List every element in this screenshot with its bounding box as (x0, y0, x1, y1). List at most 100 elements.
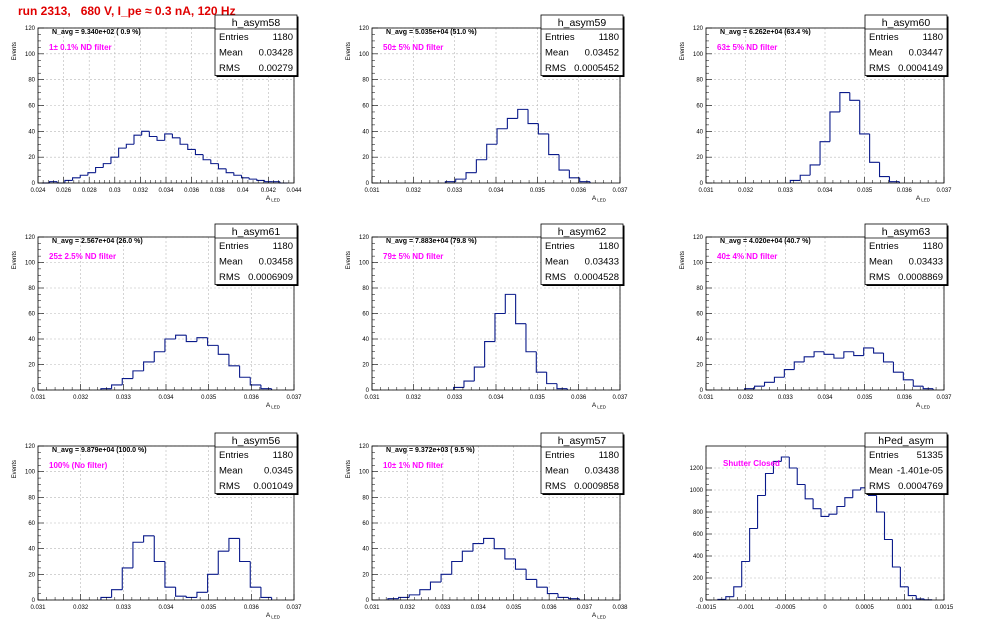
histogram-bin (891, 539, 901, 568)
histogram-bin (95, 166, 104, 173)
stats-value: 1180 (923, 241, 943, 252)
x-axis-label-subscript: LED (921, 198, 931, 203)
histogram-panel-h_asym56: 0.031 0.032 0.033 0.034 0.035 0.036 0.037 0 20 40… (12, 432, 302, 620)
histogram-bin (568, 597, 580, 600)
histogram-bin (196, 337, 208, 342)
x-tick-label: 0.031 (30, 605, 46, 611)
stats-value: 0.0009858 (574, 481, 619, 492)
y-tick-label: 100 (693, 261, 704, 267)
y-tick-label: 200 (693, 576, 704, 582)
histogram-bin (804, 484, 814, 500)
filter-label: 1± 0.1% ND filter (49, 43, 112, 52)
filter-label: 25± 2.5% ND filter (49, 252, 116, 261)
x-tick-label: 0.034 (158, 605, 174, 611)
histogram-bin (517, 108, 529, 119)
histogram-bin (217, 550, 229, 575)
histogram-bin (844, 497, 853, 507)
histogram-bin (143, 361, 155, 371)
stats-value: 0.0004769 (898, 481, 943, 492)
y-axis-label: Events (346, 460, 352, 478)
x-tick-label: 0.033 (447, 395, 463, 401)
histogram-bin (102, 163, 111, 168)
histogram-bin (148, 131, 158, 138)
x-axis-label: ALED (916, 402, 931, 410)
histogram-bin (809, 164, 821, 176)
y-tick-label: 80 (362, 286, 369, 292)
histogram-bin (248, 177, 257, 180)
y-tick-label: 1000 (690, 488, 704, 494)
stats-box: h_asym56 Entries 1180 Mean 0.0345 RMS 0.001049 (214, 432, 299, 495)
stats-value: 0.03433 (909, 257, 943, 268)
stats-key: RMS (869, 63, 890, 74)
x-tick-label: 0.034 (488, 395, 504, 401)
x-tick-label: 0.032 (73, 605, 89, 611)
stats-box-frame (864, 432, 948, 494)
x-tick-label: 0.037 (286, 395, 302, 401)
stats-key: Mean (545, 257, 569, 268)
navg-label: N_avg = 7.883e+04 (79.8 %) (386, 238, 477, 245)
x-tick-label: 0.035 (506, 605, 522, 611)
x-axis-label: ALED (266, 195, 281, 203)
x-tick-label: 0.036 (244, 395, 260, 401)
histogram-bin (828, 513, 837, 517)
histogram-bin (506, 117, 518, 129)
histogram-bin (504, 548, 516, 560)
histogram-bin (493, 538, 505, 550)
y-tick-label: 60 (362, 521, 369, 527)
y-tick-label: 60 (362, 104, 369, 110)
histogram-bin (754, 385, 765, 389)
histogram-bin (64, 179, 73, 183)
stats-box: hPed_asym Entries 51335 Mean -1.401e-05 RMS 0.… (864, 432, 949, 495)
histogram-bin (788, 457, 798, 469)
histogram-bins (444, 108, 591, 183)
y-tick-label: 60 (696, 312, 703, 318)
histogram-bin (455, 178, 467, 182)
x-tick-label: 0.036 (897, 395, 913, 401)
stats-box-frame (864, 223, 948, 285)
histogram-bin (556, 383, 568, 390)
filter-label: 40± 4% ND filter (717, 252, 777, 261)
histogram-bin (164, 561, 176, 588)
histogram-bin (763, 381, 775, 387)
histogram-bin (892, 361, 904, 373)
x-tick-label: 0.038 (612, 605, 628, 611)
x-tick-label: 0.034 (488, 188, 504, 194)
x-axis-label: ALED (592, 195, 607, 203)
histogram-bin (217, 163, 227, 170)
histogram-bin (463, 380, 475, 388)
navg-label: N_avg = 4.020e+04 (40.7 %) (720, 238, 811, 245)
stats-box: h_asym63 Entries 1180 Mean 0.03433 RMS 0.00088… (864, 223, 949, 286)
histogram-bin (882, 353, 894, 363)
histogram-bin (515, 294, 526, 325)
x-tick-label: 0.032 (133, 188, 149, 194)
histogram-bin (876, 495, 885, 513)
histogram-bin (207, 573, 219, 593)
stats-key: Entries (219, 32, 249, 43)
histogram-bin (496, 128, 508, 145)
x-tick-label: -0.0005 (775, 605, 796, 611)
stats-box: h_asym57 Entries 1180 Mean 0.03438 RMS 0.00098… (540, 432, 625, 495)
x-tick-label: 0.001 (897, 605, 913, 611)
x-tick-label: 0.036 (244, 605, 260, 611)
histogram-bin (133, 134, 142, 145)
histogram-bin (260, 384, 272, 390)
x-tick-label: 0.036 (571, 395, 587, 401)
x-tick-label: 0.033 (116, 605, 132, 611)
histogram-bin (453, 386, 464, 390)
histogram-bin (475, 159, 487, 173)
histogram-bin (440, 573, 452, 583)
histogram-bin (869, 133, 880, 163)
x-tick-label: 0.036 (542, 605, 558, 611)
y-tick-label: 80 (362, 495, 369, 501)
histogram-bin (915, 595, 925, 600)
stats-value: 0.0005452 (574, 63, 619, 74)
histogram-bin (833, 354, 844, 359)
x-tick-label: 0.038 (210, 188, 226, 194)
histogram-bin (878, 162, 890, 178)
navg-label: N_avg = 5.035e+04 (51.0 %) (386, 29, 477, 36)
histogram-bins (453, 293, 568, 390)
stats-value: 51335 (917, 450, 943, 461)
y-tick-label: 80 (28, 495, 35, 501)
stats-value: 0.03447 (909, 48, 943, 59)
histogram-bin (557, 593, 569, 598)
